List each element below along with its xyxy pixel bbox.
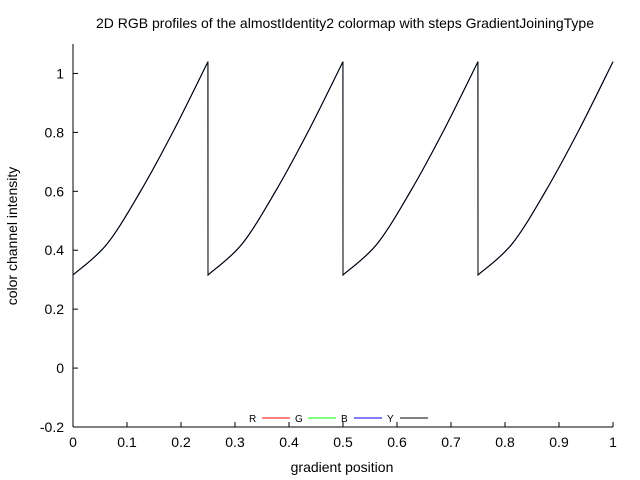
x-tick-label: 0: [69, 434, 77, 450]
series-lines: [72, 61, 614, 277]
x-axis-label: gradient position: [291, 459, 394, 475]
x-tick-label: 0.3: [225, 434, 245, 450]
series-line-y: [72, 61, 614, 277]
x-tick-label: 0.6: [387, 434, 407, 450]
legend-label-r: R: [249, 414, 256, 425]
x-tick-label: 0.4: [279, 434, 299, 450]
y-axis-label: color channel intensity: [4, 167, 20, 306]
x-tick-label: 1: [609, 434, 617, 450]
chart-title: 2D RGB profiles of the almostIdentity2 c…: [96, 15, 594, 31]
y-tick-label: 0.6: [45, 183, 65, 199]
x-tick-label: 0.8: [495, 434, 515, 450]
y-ticks: -0.2 0 0.2 0.4 0.6 0.8 1: [40, 65, 78, 435]
plot-area: 0 0.1 0.2 0.3 0.4 0.5 0.6 0.7 0.8 0.9 1 -0.2 0 0.2 0.…: [40, 44, 617, 450]
y-tick-label: 0: [56, 360, 64, 376]
x-tick-label: 0.1: [117, 434, 137, 450]
y-tick-label: 1: [56, 65, 64, 81]
legend-label-g: G: [295, 414, 303, 425]
legend-label-y: Y: [387, 414, 394, 425]
x-tick-label: 0.9: [549, 434, 569, 450]
legend-label-b: B: [341, 414, 348, 425]
x-tick-label: 0.5: [333, 434, 353, 450]
x-tick-label: 0.2: [171, 434, 191, 450]
y-tick-label: -0.2: [40, 419, 64, 435]
y-tick-label: 0.8: [45, 124, 65, 140]
y-tick-label: 0.2: [45, 301, 65, 317]
y-tick-label: 0.4: [45, 242, 65, 258]
x-tick-label: 0.7: [441, 434, 461, 450]
x-ticks: 0 0.1 0.2 0.3 0.4 0.5 0.6 0.7 0.8 0.9 1: [69, 422, 617, 450]
